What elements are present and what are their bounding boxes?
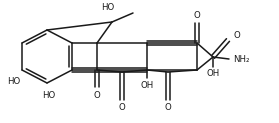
Text: HO: HO (101, 3, 115, 12)
Text: O: O (94, 91, 100, 100)
Text: O: O (165, 102, 171, 112)
Text: O: O (119, 102, 125, 112)
Text: OH: OH (140, 80, 154, 90)
Text: HO: HO (42, 91, 56, 100)
Text: OH: OH (206, 69, 220, 78)
Text: HO: HO (7, 77, 20, 86)
Text: O: O (194, 10, 200, 20)
Text: NH₂: NH₂ (233, 54, 249, 63)
Text: O: O (233, 31, 240, 39)
